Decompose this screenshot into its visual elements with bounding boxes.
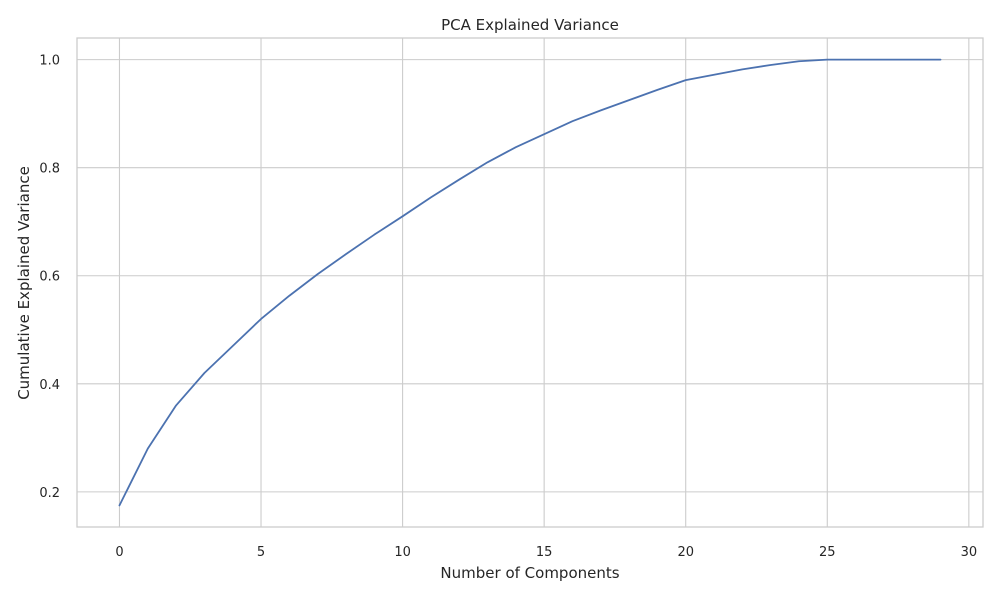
y-tick-label: 0.4 (39, 378, 60, 393)
x-tick-label: 20 (677, 545, 694, 560)
x-tick-label: 0 (115, 545, 123, 560)
y-tick-label: 1.0 (39, 54, 60, 69)
x-tick-label: 5 (257, 545, 265, 560)
grid (77, 38, 983, 527)
x-tick-label: 15 (536, 545, 553, 560)
y-tick-label: 0.8 (39, 162, 60, 177)
x-axis-label: Number of Components (440, 564, 619, 582)
plot-frame (77, 38, 983, 527)
y-tick-label: 0.2 (39, 486, 60, 501)
series-layer (119, 60, 940, 506)
y-axis-label: Cumulative Explained Variance (15, 166, 33, 400)
x-tick-label: 30 (961, 545, 978, 560)
x-tick-label: 10 (394, 545, 411, 560)
chart-title: PCA Explained Variance (441, 16, 619, 34)
series-line-cumulative-variance (119, 60, 940, 506)
x-tick-label: 25 (819, 545, 836, 560)
y-tick-label: 0.6 (39, 270, 60, 285)
tick-labels: 0 5 10 15 20 25 30 0.2 0.4 0.6 0.8 1.0 (39, 54, 977, 560)
